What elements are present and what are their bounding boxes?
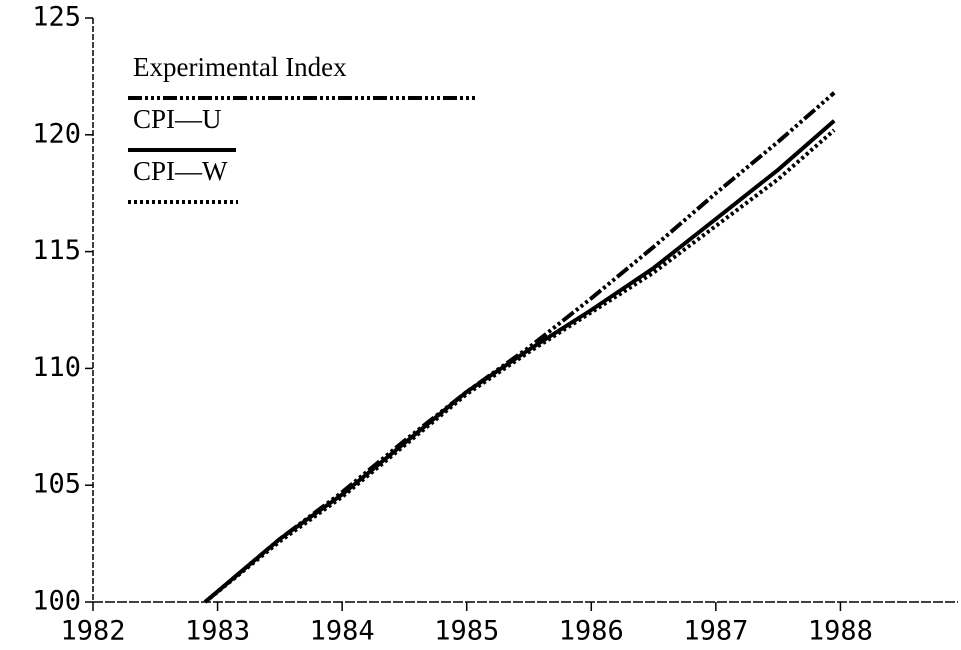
x-tick-label: 1984 <box>310 616 375 647</box>
x-tick-label: 1985 <box>434 616 499 647</box>
legend-label: Experimental Index <box>133 52 347 82</box>
x-tick-label: 1987 <box>683 616 748 647</box>
legend-label: CPI—U <box>133 104 222 134</box>
y-tick-label: 115 <box>32 235 81 266</box>
legend-label: CPI—W <box>133 156 228 186</box>
y-tick-label: 110 <box>32 352 81 383</box>
series-line <box>203 119 836 604</box>
series-line <box>203 128 836 604</box>
y-tick-label: 100 <box>32 586 81 617</box>
x-tick-label: 1988 <box>808 616 873 647</box>
x-tick-label: 1982 <box>60 616 125 647</box>
y-tick-label: 125 <box>32 2 81 33</box>
x-tick-label: 1983 <box>185 616 250 647</box>
y-tick-label: 120 <box>32 118 81 149</box>
x-tick-label: 1986 <box>559 616 624 647</box>
y-tick-label: 105 <box>32 469 81 500</box>
